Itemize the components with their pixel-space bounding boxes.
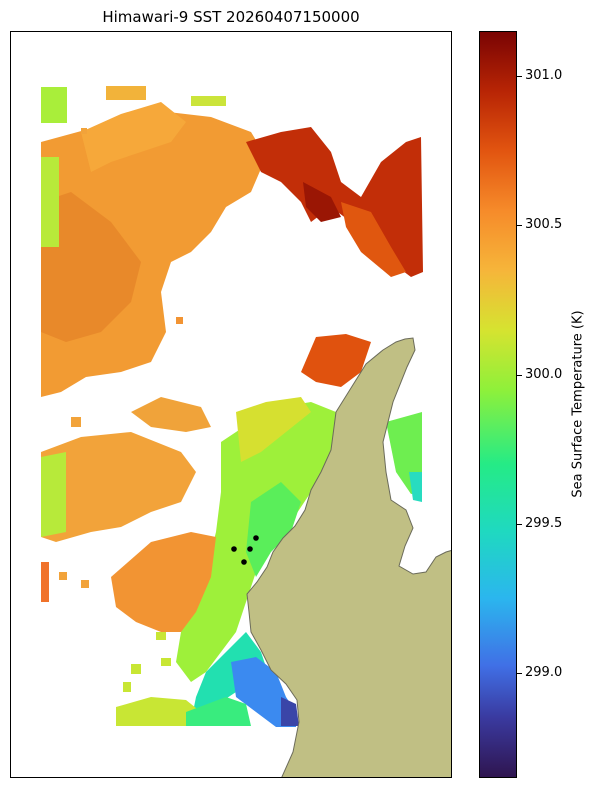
sst-patch-south-green bbox=[186, 697, 251, 726]
marker-group bbox=[231, 535, 259, 565]
sst-patch-central-red bbox=[301, 334, 371, 387]
colorbar-tick bbox=[517, 673, 522, 675]
sst-patch-south-darkblue bbox=[281, 697, 299, 726]
colorbar-tick bbox=[517, 374, 522, 376]
sst-patch-northeast-orange bbox=[341, 202, 406, 277]
sst-map bbox=[10, 31, 452, 778]
sst-patch-northeast-dark bbox=[303, 182, 341, 222]
measurement-marker bbox=[241, 559, 247, 565]
sst-pixel bbox=[123, 682, 131, 692]
colorbar bbox=[479, 31, 517, 778]
sst-patch-green-w bbox=[41, 157, 59, 247]
colorbar-tick-label: 300.5 bbox=[525, 217, 563, 233]
sst-pixel bbox=[81, 580, 89, 588]
sst-pixel bbox=[156, 632, 166, 640]
sst-patch-northeast-red bbox=[246, 127, 423, 277]
sst-patch-top-2 bbox=[191, 96, 226, 106]
colorbar-tick bbox=[517, 75, 522, 77]
sst-patch-southwest bbox=[111, 532, 216, 632]
sst-pixel bbox=[131, 664, 141, 674]
sst-patch-south-cyan bbox=[191, 632, 271, 722]
colorbar-tick bbox=[517, 524, 522, 526]
sst-patch-top bbox=[106, 86, 146, 100]
measurement-marker bbox=[253, 535, 259, 541]
map-title: Himawari-9 SST 20260407150000 bbox=[102, 8, 360, 26]
sst-pixel bbox=[71, 417, 81, 427]
sst-pixel bbox=[81, 128, 87, 134]
colorbar-tick-label: 300.0 bbox=[525, 366, 563, 382]
colorbar-tick-label: 299.5 bbox=[525, 516, 563, 532]
land bbox=[246, 337, 451, 777]
sst-patch-north-2 bbox=[81, 102, 186, 172]
sst-patch-mid-center bbox=[131, 397, 211, 432]
sst-patch-south-blue bbox=[231, 657, 296, 727]
measurement-marker bbox=[231, 546, 237, 552]
sst-patch-north-3 bbox=[41, 192, 141, 342]
colorbar-tick-label: 301.0 bbox=[525, 67, 563, 83]
sst-patch-mid-left-green bbox=[41, 452, 66, 537]
sst-patch-green-nw bbox=[41, 87, 67, 123]
sst-map-canvas bbox=[41, 86, 451, 777]
sst-field bbox=[41, 86, 423, 727]
colorbar-tick-label: 299.0 bbox=[525, 665, 563, 681]
sst-pixel bbox=[161, 658, 171, 666]
sst-patch-west-edge bbox=[41, 562, 49, 602]
sst-patch-south-yellow bbox=[116, 697, 201, 726]
sst-pixel bbox=[59, 572, 67, 580]
sst-patch-central-green-2 bbox=[246, 482, 301, 577]
colorbar-label: Sea Surface Temperature (K) bbox=[570, 310, 586, 498]
measurement-marker bbox=[247, 546, 253, 552]
colorbar-tick bbox=[517, 225, 522, 227]
sst-patch-east-cyan bbox=[409, 472, 422, 502]
sst-pixel bbox=[176, 317, 183, 324]
sst-patch-mid-left bbox=[41, 432, 196, 542]
sst-patch-central-yellow bbox=[236, 397, 311, 462]
